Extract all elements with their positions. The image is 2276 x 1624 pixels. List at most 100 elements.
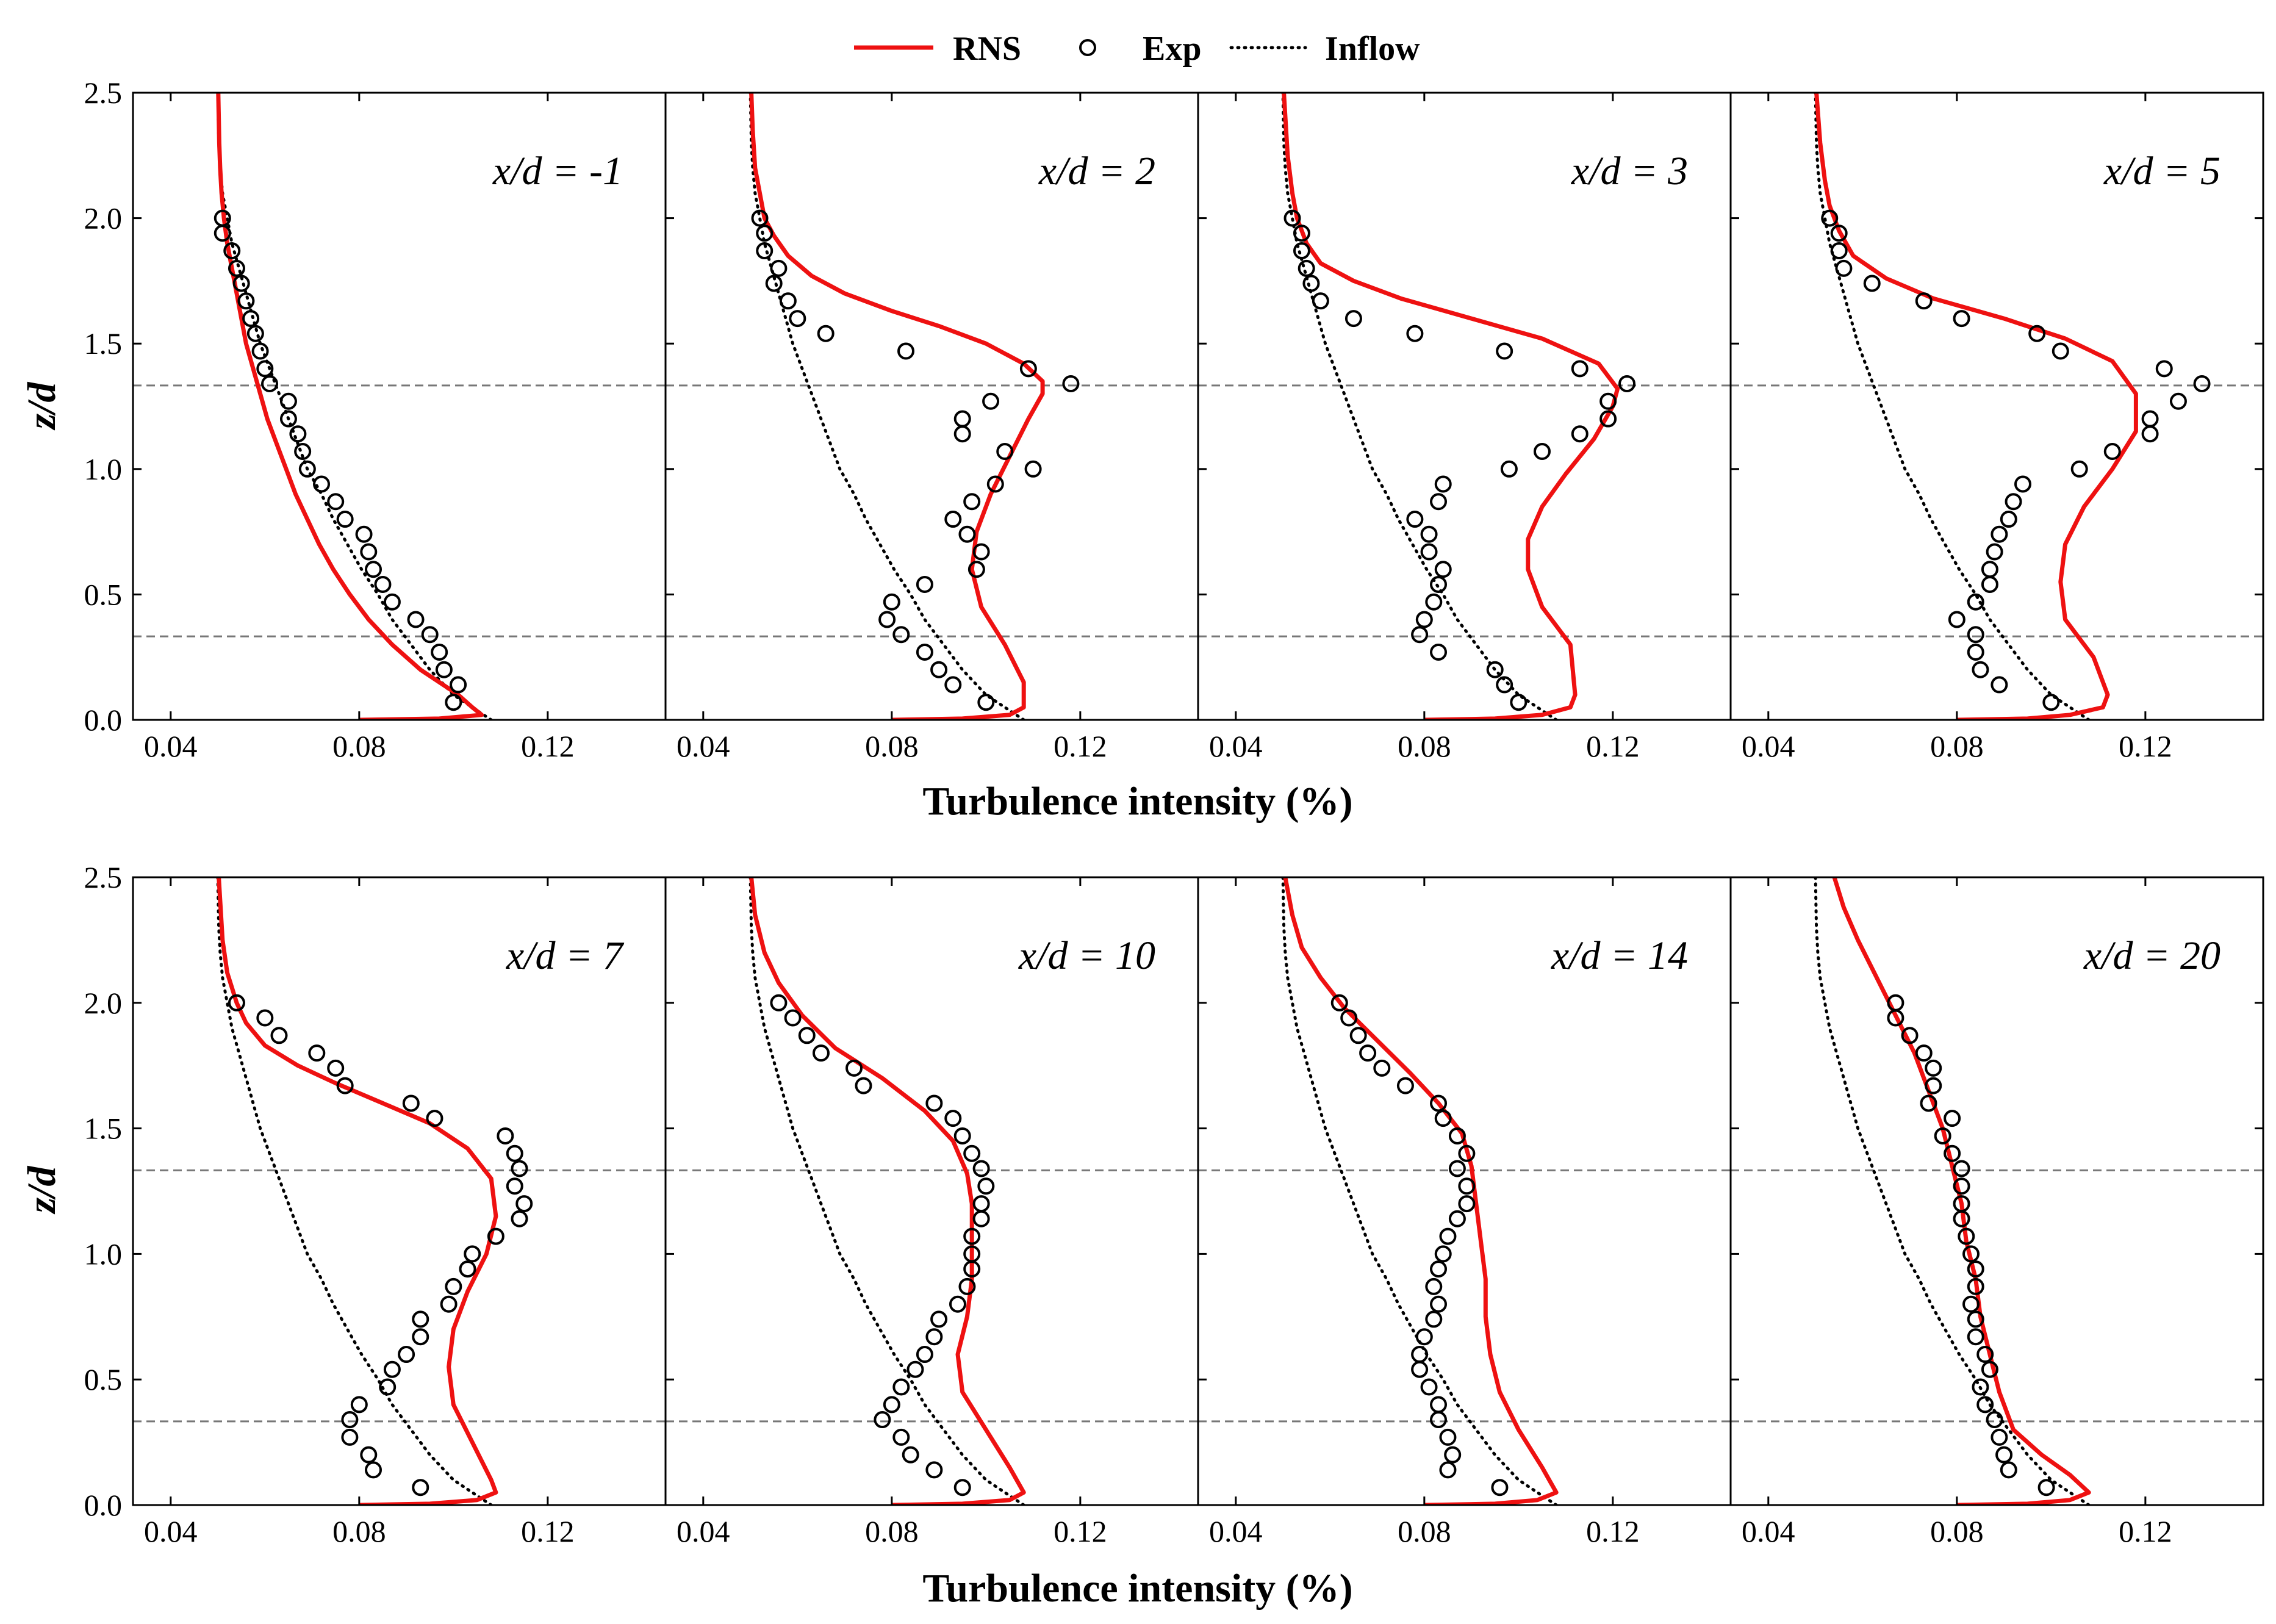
exp-data-point [1406,325,1424,342]
exp-data-point [1444,1446,1462,1464]
y-tick-label: 1.0 [84,452,123,486]
exp-data-point [511,1210,528,1227]
x-tick-label: 0.04 [677,1514,730,1548]
exp-data-point [341,1428,359,1446]
exp-data-point [365,1461,382,1479]
exp-data-point [1439,1428,1457,1446]
exp-data-point [1948,611,1965,628]
exp-data-point [1420,1378,1438,1396]
exp-data-point [1293,225,1310,242]
exp-data-point [1967,593,1984,611]
exp-data-point [765,275,783,292]
exp-data-point [1406,511,1424,528]
exp-data-point [1533,443,1551,461]
exp-data-point [2052,342,2069,360]
y-axis-title-top: z/d [20,381,64,430]
exp-data-point [1411,1346,1429,1364]
exp-data-point [1991,676,2008,694]
exp-data-point [360,543,378,561]
exp-data-point [972,1195,990,1213]
x-tick-label: 0.12 [1054,1514,1107,1548]
y-tick-label: 2.5 [84,76,123,110]
y-tick-label: 0.5 [84,577,123,611]
exp-data-point [1967,1310,1984,1328]
exp-data-point [1967,1260,1984,1278]
exp-data-point [897,342,915,360]
panel-7: 0.04 0.08 0.12 x/d = 14 [1197,876,1732,1548]
exp-data-point [2014,475,2031,493]
exp-data-point [294,443,312,461]
exp-data-point [953,1479,971,1496]
exp-data-point [892,1428,910,1446]
exp-data-point [1420,525,1438,543]
exp-data-point [972,1160,990,1177]
exp-data-point [1396,1077,1414,1094]
rns-series-line [1282,93,1620,720]
exp-data-point [2169,392,2187,410]
exp-data-point [916,643,933,661]
exp-data-point [298,460,316,478]
exp-data-point [1953,1177,1970,1195]
panel-2: 0.04 0.08 0.12 x/d = 2 [664,92,1199,763]
panel-label: x/d = 10 [1018,933,1155,978]
x-tick-label: 0.04 [1209,729,1263,763]
exp-data-point [1962,1295,1980,1313]
exp-data-point [1434,1245,1452,1263]
legend-exp-label: Exp [1143,30,1202,68]
exp-data-point [2070,460,2088,478]
x-tick-label: 0.12 [521,729,575,763]
exp-data-point [770,259,788,277]
exp-data-point [1430,493,1448,511]
rns-series-line [749,93,1045,720]
exp-data-point [1953,1210,1970,1227]
exp-data-point [1830,242,1848,260]
exp-data-point [1340,1009,1358,1027]
exp-data-point [1972,1378,1989,1396]
exp-data-point [1024,460,1042,478]
x-tick-label: 0.12 [2119,1514,2172,1548]
exp-data-point [1430,575,1448,593]
exp-data-point [228,994,245,1011]
exp-data-point [383,593,401,611]
inflow-series-line [748,877,1025,1505]
x-tick-label: 0.04 [1209,1514,1263,1548]
x-tick-label: 0.04 [144,729,198,763]
x-tick-label: 0.12 [1586,729,1640,763]
exp-data-point [812,1044,830,1062]
exp-data-point [944,511,962,528]
exp-data-point [1434,1110,1452,1127]
exp-data-point [949,1295,966,1313]
panel-4: 0.04 0.08 0.12 x/d = 5 [1729,92,2264,763]
exp-data-point [2037,1479,2055,1496]
exp-data-point [1373,1059,1391,1077]
exp-data-point [1925,1059,1942,1077]
exp-data-point [751,209,769,227]
exp-data-point [902,1446,919,1464]
exp-data-point [450,676,467,694]
exp-data-point [1821,209,1839,227]
exp-data-point [251,342,269,360]
exp-data-point [1510,694,1528,711]
y-tick-label: 2.5 [84,860,123,894]
panel-6: 0.04 0.08 0.12 x/d = 10 [664,876,1199,1548]
exp-data-point [487,1227,504,1245]
exp-data-point [1458,1144,1476,1162]
inflow-series-line [1281,93,1558,720]
exp-data-point [2103,443,2121,461]
exp-data-point [242,310,260,328]
exp-data-point [986,475,1004,493]
exp-data-point [1415,1328,1433,1346]
exp-data-point [953,425,971,443]
exp-data-point [398,1346,415,1364]
panel-row-top: 0.04 0.08 0.120.00.51.01.52.02.5x/d = -10.… [84,76,2264,763]
exp-data-point [1425,1277,1443,1295]
exp-data-point [506,1144,523,1162]
panel-label: x/d = 5 [2103,149,2220,193]
panel-frame [1729,876,2264,1506]
legend-rns-label: RNS [953,30,1021,68]
exp-data-point [925,1461,943,1479]
exp-data-point [756,225,774,242]
exp-data-point [1915,292,1933,310]
exp-data-point [1298,259,1315,277]
exp-data-point [1448,1160,1466,1177]
